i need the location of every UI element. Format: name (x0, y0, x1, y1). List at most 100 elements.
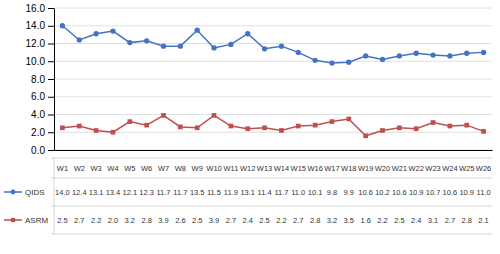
y-tick-mark (48, 8, 54, 9)
series-marker (111, 130, 116, 135)
data-label: 11.4 (258, 188, 272, 197)
data-label: 3.1 (428, 216, 438, 225)
data-label: 2.5 (259, 216, 269, 225)
series-marker (329, 60, 334, 65)
data-label: 1.6 (360, 216, 370, 225)
y-tick: 4.0 (31, 109, 54, 120)
table-category: W18 (341, 164, 356, 173)
data-label: 2.2 (91, 216, 101, 225)
legend-icon (11, 218, 15, 222)
series-marker (144, 38, 149, 43)
series-marker (245, 126, 250, 131)
series-marker (464, 51, 469, 56)
series-marker (178, 44, 183, 49)
y-tick-mark (48, 132, 54, 133)
table-category: W2 (74, 164, 85, 173)
series-marker (144, 123, 149, 128)
y-tick-label: 4.0 (31, 109, 45, 120)
table-rule (51, 206, 492, 207)
series-marker (245, 31, 250, 36)
data-label: 12.1 (123, 188, 138, 197)
grid-line (54, 8, 492, 9)
table-rule (51, 158, 492, 159)
legend-icon (11, 190, 16, 195)
data-label: 2.7 (74, 216, 84, 225)
series-marker (60, 125, 65, 130)
series-marker (296, 124, 301, 129)
data-label: 9.8 (327, 188, 337, 197)
series-marker (127, 40, 132, 45)
data-label: 10.9 (409, 188, 424, 197)
series-marker (195, 125, 200, 130)
data-label: 2.8 (462, 216, 472, 225)
table-category: W16 (307, 164, 322, 173)
series-line (62, 115, 483, 135)
series-marker (380, 57, 385, 62)
data-label: 2.8 (141, 216, 151, 225)
y-tick: 12.0 (26, 38, 54, 49)
series-marker (77, 124, 82, 129)
table-rule (51, 178, 492, 179)
table-category: W7 (158, 164, 169, 173)
series-marker (211, 45, 216, 50)
data-label: 13.5 (190, 188, 205, 197)
series-marker (363, 53, 368, 58)
data-label: 10.6 (358, 188, 373, 197)
data-label: 2.6 (175, 216, 185, 225)
data-label: 10.7 (426, 188, 441, 197)
data-label: 3.9 (158, 216, 168, 225)
y-tick-label: 10.0 (26, 56, 46, 67)
table-category: W23 (425, 164, 440, 173)
table-category: W3 (90, 164, 101, 173)
series-marker (448, 124, 453, 129)
table-category: W24 (442, 164, 457, 173)
series-marker (397, 125, 402, 130)
series-marker (414, 126, 419, 131)
data-label: 2.2 (377, 216, 387, 225)
data-label: 3.5 (344, 216, 354, 225)
series-marker (262, 125, 267, 130)
table-category: W17 (324, 164, 339, 173)
series-marker (330, 119, 335, 124)
series-marker (93, 31, 98, 36)
series-marker (313, 123, 318, 128)
grid-line (54, 79, 492, 80)
table-category: W1 (57, 164, 68, 173)
data-label: 2.7 (293, 216, 303, 225)
data-label: 2.8 (310, 216, 320, 225)
y-tick-label: 8.0 (31, 74, 45, 85)
series-marker (94, 128, 99, 133)
series-marker (346, 59, 351, 64)
table-category: W11 (223, 164, 238, 173)
grid-line (54, 150, 492, 151)
table-category: W6 (141, 164, 152, 173)
series-marker (110, 28, 115, 33)
series-marker (397, 53, 402, 58)
table-category: W20 (375, 164, 390, 173)
y-tick: 14.0 (26, 20, 54, 31)
data-label: 10.6 (392, 188, 407, 197)
grid-line (54, 96, 492, 97)
data-label: 11.7 (274, 188, 288, 197)
table-category: W14 (274, 164, 289, 173)
data-label: 10.9 (459, 188, 474, 197)
y-tick: 16.0 (26, 3, 54, 14)
data-table: W1W2W3W4W5W6W7W8W9W10W11W12W13W14W15W16W… (4, 158, 492, 234)
legend-label: ASRM (25, 216, 48, 225)
table-category: W13 (257, 164, 272, 173)
series-marker (464, 123, 469, 128)
data-label: 10.6 (443, 188, 458, 197)
grid-line (54, 61, 492, 62)
series-line (62, 26, 483, 63)
series-marker (228, 42, 233, 47)
series-marker (212, 113, 217, 118)
data-label: 13.4 (106, 188, 121, 197)
data-label: 2.2 (276, 216, 286, 225)
data-label: 2.7 (226, 216, 236, 225)
x-axis-line (55, 150, 493, 151)
y-tick: 6.0 (31, 91, 54, 102)
data-label: 13.1 (240, 188, 255, 197)
data-label: 2.5 (192, 216, 202, 225)
series-marker (195, 28, 200, 33)
table-category: W25 (459, 164, 474, 173)
